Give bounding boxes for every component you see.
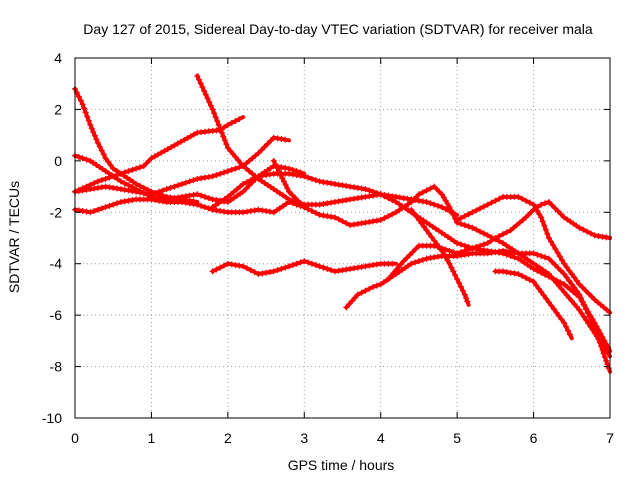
- y-tick-label: -8: [50, 359, 63, 375]
- x-tick-label: 0: [71, 430, 79, 446]
- y-tick-label: -6: [50, 307, 63, 323]
- x-tick-label: 6: [530, 430, 538, 446]
- y-tick-label: 0: [54, 153, 62, 169]
- x-tick-label: 1: [148, 430, 156, 446]
- y-tick-label: 2: [54, 101, 62, 117]
- x-axis-label: GPS time / hours: [288, 457, 395, 473]
- x-tick-label: 4: [377, 430, 385, 446]
- x-tick-label: 5: [453, 430, 461, 446]
- series-markers-12: [454, 193, 610, 313]
- y-tick-label: -10: [42, 410, 62, 426]
- series-markers-11: [385, 199, 610, 283]
- series-markers-13: [408, 206, 471, 305]
- series-markers-10: [343, 247, 612, 372]
- grid-lines: [75, 58, 610, 418]
- axes: 0 1 2 3 4 5 6 7 -10 -8 -6 -4 -2 0 2 4: [42, 50, 614, 446]
- x-tick-label: 2: [224, 430, 232, 446]
- series-markers-14: [492, 268, 573, 338]
- y-tick-label: 4: [54, 50, 62, 66]
- y-axis-label: SDTVAR / TECUs: [6, 181, 22, 293]
- x-tick-label: 3: [300, 430, 308, 446]
- y-tick-label: -4: [50, 256, 63, 272]
- y-tick-label: -2: [50, 204, 63, 220]
- x-tick-label: 7: [606, 430, 614, 446]
- plot-frame: [74, 57, 611, 419]
- chart-title: Day 127 of 2015, Sidereal Day-to-day VTE…: [83, 21, 593, 37]
- series-markers-9: [209, 258, 396, 277]
- data-series: [72, 73, 612, 374]
- series-markers-8: [270, 157, 611, 356]
